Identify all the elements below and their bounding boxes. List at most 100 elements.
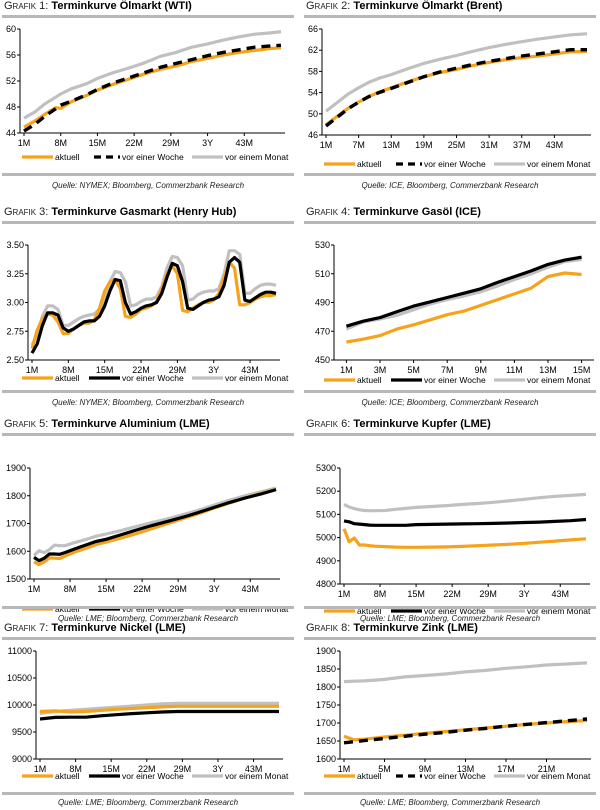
x-tick-label: 8M	[69, 764, 82, 774]
y-tick-label: 50	[308, 109, 318, 119]
y-tick-label: 10500	[7, 673, 32, 683]
chart-source: Quelle: NYMEX; Bloomberg, Commerzbank Re…	[51, 398, 245, 407]
x-tick-label: 29M	[169, 365, 187, 375]
chart-svg: 44 48 52 56 60 1M 8M 15M 22M 29M 3Y 43M aktuell vor e…	[6, 24, 289, 162]
x-tick-label: 3Y	[209, 584, 220, 594]
chart-source: Quelle: ICE, Bloomberg, Commerzbank Rese…	[361, 181, 539, 190]
y-tick-label: 58	[308, 66, 318, 76]
x-tick-label: 43M	[241, 365, 259, 375]
x-tick-label: 43M	[245, 764, 263, 774]
x-tick-label: 15M	[97, 584, 115, 594]
divider	[304, 15, 596, 18]
x-tick-label: 29M	[169, 584, 187, 594]
series-line-woche	[343, 717, 588, 745]
x-tick-label: 15M	[102, 764, 120, 774]
chart-heading: Terminkurve Ölmarkt (Brent)	[353, 0, 503, 12]
y-tick-label: 46	[308, 130, 318, 140]
series-line-monat	[343, 661, 588, 684]
divider	[2, 606, 294, 609]
x-tick-label: 25M	[448, 140, 466, 150]
legend-label-woche: vor einer Woche	[122, 373, 184, 383]
legend-label-aktuell: aktuell	[357, 159, 382, 169]
legend-label-woche: vor einer Woche	[424, 375, 486, 385]
x-tick-label: 29M	[162, 138, 180, 148]
divider	[304, 637, 596, 640]
series-line-woche	[345, 255, 582, 328]
x-tick-label: 1M	[340, 365, 353, 375]
y-tick-label: 1750	[316, 700, 336, 710]
series-line-woche	[33, 488, 277, 563]
legend-label-aktuell: aktuell	[55, 771, 80, 781]
series-line-woche	[30, 255, 277, 354]
chart-svg: 1500 1600 1700 1800 1900 1M 8M 15M 22M 29M 3Y 43M ak…	[6, 463, 289, 614]
chart-heading: Terminkurve Aluminium (LME)	[51, 418, 210, 430]
x-tick-label: 9M	[419, 764, 432, 774]
chart-svg: 9000 9500 10000 10500 11000 1M 8M 15M 22M 29M 3Y 43…	[7, 646, 289, 781]
y-tick-label: 3.25	[6, 269, 24, 279]
chart-title: Grafik 8: Terminkurve Zink (LME)	[306, 622, 478, 634]
x-tick-label: 3Y	[202, 138, 213, 148]
x-tick-label: 43M	[546, 140, 564, 150]
chart-heading: Terminkurve Nickel (LME)	[51, 622, 186, 634]
chart-heading: Terminkurve Gasöl (ICE)	[353, 206, 481, 218]
y-tick-label: 530	[315, 240, 330, 250]
legend-label-monat: vor einem Monat	[225, 771, 289, 781]
y-tick-label: 1700	[6, 519, 26, 529]
x-tick-label: 22M	[443, 589, 461, 599]
y-tick-label: 5100	[316, 509, 336, 519]
legend-label-monat: vor einem Monat	[527, 375, 591, 385]
y-tick-label: 1600	[316, 754, 336, 764]
y-tick-label: 1650	[316, 736, 336, 746]
y-tick-label: 54	[308, 88, 318, 98]
y-tick-label: 60	[6, 24, 16, 34]
legend-label-monat: vor einem Monat	[527, 159, 591, 169]
x-tick-label: 3M	[374, 365, 387, 375]
chart-heading: Terminkurve Gasmarkt (Henry Hub)	[51, 206, 237, 218]
x-tick-label: 1M	[338, 589, 351, 599]
series-line-monat	[325, 32, 588, 113]
chart-svg: 4800 4900 5000 5100 5200 5300 1M 8M 15M 22M 29M 3Y 4…	[316, 463, 591, 616]
series-line-woche	[39, 709, 279, 721]
chart-source: Quelle: LME; Bloomberg, Commerzbank Rese…	[57, 614, 239, 623]
divider	[304, 606, 596, 609]
x-tick-label: 22M	[138, 764, 156, 774]
y-tick-label: 510	[315, 269, 330, 279]
legend-label-woche: vor einer Woche	[424, 606, 486, 616]
legend-label-woche: vor einer Woche	[122, 771, 184, 781]
x-tick-label: 21M	[538, 764, 556, 774]
y-tick-label: 56	[6, 50, 16, 60]
series-line-aktuell	[325, 49, 588, 127]
legend-label-aktuell: aktuell	[55, 604, 80, 614]
legend-label-woche: vor einer Woche	[424, 771, 486, 781]
divider	[2, 15, 294, 18]
series-line-aktuell	[342, 528, 587, 549]
series-line-monat	[23, 30, 282, 120]
y-tick-label: 1800	[316, 682, 336, 692]
chart-svg: 1600 1650 1700 1750 1800 1850 1900 1M 5M 9M 13M 17M…	[316, 646, 591, 781]
legend-label-aktuell: aktuell	[55, 373, 80, 383]
chart-source: Quelle: ICE; Bloomberg, Commerzbank Rese…	[361, 398, 539, 407]
series-line-monat	[343, 492, 587, 513]
x-tick-label: 22M	[125, 138, 143, 148]
x-tick-label: 8M	[64, 584, 77, 594]
chart-number: Grafik 6:	[306, 418, 351, 430]
x-tick-label: 3Y	[212, 764, 223, 774]
x-tick-label: 43M	[236, 138, 254, 148]
series-line-monat	[30, 249, 277, 346]
y-tick-label: 11000	[8, 646, 32, 656]
x-tick-label: 17M	[497, 764, 515, 774]
chart-source: Quelle: LME; Bloomberg, Commerzbank Rese…	[57, 798, 239, 807]
x-tick-label: 37M	[513, 140, 531, 150]
legend-label-monat: vor einem Monat	[225, 152, 289, 162]
y-tick-label: 48	[6, 102, 16, 112]
y-tick-label: 1800	[6, 491, 26, 501]
x-tick-label: 22M	[133, 584, 151, 594]
y-tick-label: 5200	[316, 486, 336, 496]
chart-svg: 2.50 2.75 3.00 3.25 3.50 1M 8M 15M 22M 29M 3Y 43M ak…	[6, 240, 288, 383]
chart-number: Grafik 1:	[4, 0, 49, 12]
legend-label-woche: vor einer Woche	[424, 159, 486, 169]
x-tick-label: 22M	[132, 365, 150, 375]
legend-label-monat: vor einem Monat	[527, 771, 591, 781]
divider	[2, 637, 294, 640]
chart-title: Grafik 4: Terminkurve Gasöl (ICE)	[306, 206, 481, 218]
